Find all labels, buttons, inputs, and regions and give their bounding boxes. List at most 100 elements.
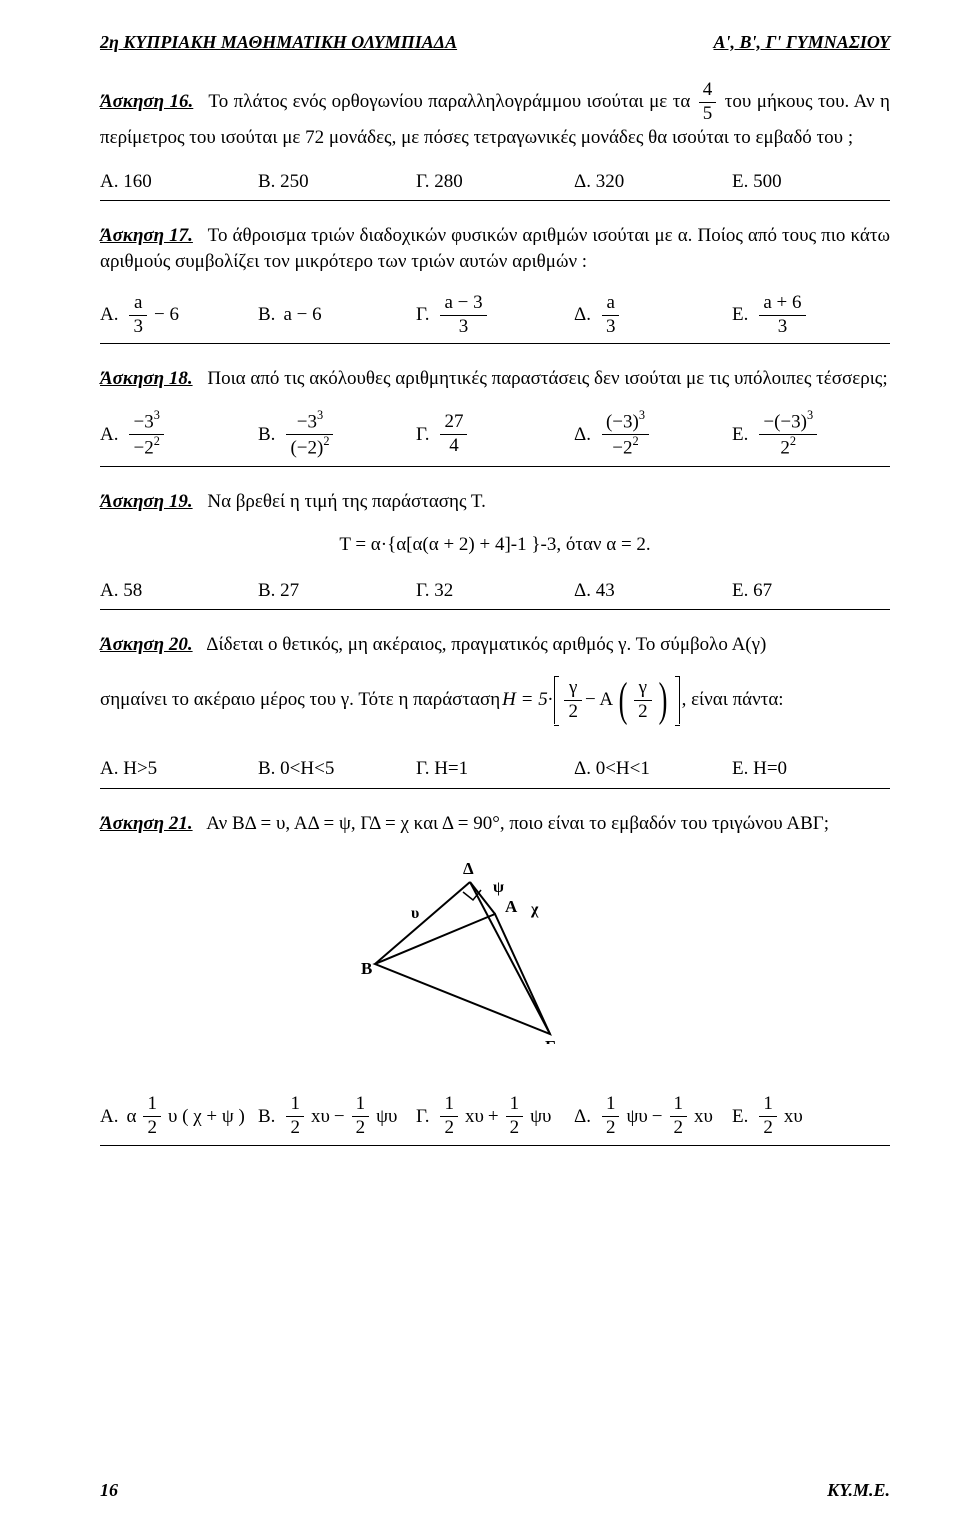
ex20-text-b: σημαίνει το ακέραιο μέρος του γ. Τότε η … <box>100 687 500 713</box>
ex17-opt-c: Γ. a − 3 3 <box>416 293 574 338</box>
svg-text:ψ: ψ <box>493 879 504 896</box>
divider <box>100 788 890 789</box>
ex17-opt-e: Ε. a + 6 3 <box>732 293 890 338</box>
page-number: 16 <box>100 1478 118 1502</box>
ex19-title: Άσκηση 19. <box>100 491 193 512</box>
ex20-opt-b: Β. 0<Η<5 <box>258 756 416 782</box>
ex16-opt-b: Β. 250 <box>258 169 416 195</box>
ex17-opt-b: Β. a − 6 <box>258 302 416 328</box>
frac: 1 2 <box>143 1094 161 1139</box>
big-paren: ( γ 2 ) <box>613 676 672 724</box>
svg-text:Α: Α <box>505 897 518 916</box>
ex16-opt-d: Δ. 320 <box>574 169 732 195</box>
ex18-opt-c: Γ. 27 4 <box>416 412 574 457</box>
ex20-eqline: σημαίνει το ακέραιο μέρος του γ. Τότε η … <box>100 676 784 724</box>
ex18-block: Άσκηση 18. Ποια από τις ακόλουθες αριθμη… <box>100 366 890 392</box>
ex20-block: Άσκηση 20. Δίδεται ο θετικός, μη ακέραιο… <box>100 632 890 658</box>
running-header: 2η ΚΥΠΡΙΑΚΗ ΜΑΘΗΜΑΤΙΚΗ ΟΛΥΜΠΙΑΔΑ Α', Β',… <box>100 30 890 54</box>
ex21-opt-b: Β. 12 xυ − 12 ψυ <box>258 1094 416 1139</box>
ex18-opt-d: Δ. (−3)3 −22 <box>574 410 732 459</box>
H-eq-pre: H = 5· <box>502 689 552 710</box>
sq-brackets: γ 2 − Α ( γ 2 ) <box>554 676 679 724</box>
ex18-opt-b: Β. −33 (−2)2 <box>258 410 416 459</box>
opt-label: Ε. <box>732 302 748 328</box>
ex18-title: Άσκηση 18. <box>100 368 193 389</box>
ex19-opt-c: Γ. 32 <box>416 578 574 604</box>
ex21-opt-e: Ε. 12 xυ <box>732 1094 890 1139</box>
ex20-options: Α. Η>5 Β. 0<Η<5 Γ. Η=1 Δ. 0<Η<1 Ε. Η=0 <box>100 756 890 782</box>
frac: a + 6 3 <box>759 293 805 338</box>
ex16-opt-c: Γ. 280 <box>416 169 574 195</box>
ex20-opt-e: Ε. Η=0 <box>732 756 890 782</box>
divider <box>100 609 890 610</box>
ex16-block: Άσκηση 16. Το πλάτος ενός ορθογωνίου παρ… <box>100 80 890 150</box>
frac: a − 3 3 <box>440 293 486 338</box>
divider <box>100 1145 890 1146</box>
frac-den: 5 <box>699 104 717 125</box>
ex16-text-b: του <box>725 91 752 112</box>
ex21-options: Α. α 1 2 υ ( χ + ψ ) Β. 12 xυ − 12 ψυ Γ.… <box>100 1094 890 1139</box>
frac: a 3 <box>129 293 147 338</box>
divider <box>100 466 890 467</box>
ex17-title: Άσκηση 17. <box>100 225 193 246</box>
ex19-opt-e: Ε. 67 <box>732 578 890 604</box>
opt-label: Α. <box>100 302 118 328</box>
ex20-text-c: , είναι πάντα: <box>682 687 784 713</box>
ex17-options: Α. a 3 − 6 Β. a − 6 Γ. a − 3 3 Δ. a <box>100 293 890 338</box>
ex19-options: Α. 58 Β. 27 Γ. 32 Δ. 43 Ε. 67 <box>100 578 890 604</box>
ex21-block: Άσκηση 21. Αν ΒΔ = υ, ΑΔ = ψ, ΓΔ = χ και… <box>100 811 890 837</box>
ex17-opt-a: Α. a 3 − 6 <box>100 293 258 338</box>
divider <box>100 343 890 344</box>
ex19-text: Να βρεθεί η τιμή της παράστασης Τ. <box>207 491 486 512</box>
frac: (−3)3 −22 <box>602 410 649 459</box>
ex20-opt-d: Δ. 0<Η<1 <box>574 756 732 782</box>
svg-text:Γ: Γ <box>545 1037 556 1044</box>
frac: a 3 <box>602 293 620 338</box>
ex21-opt-d: Δ. 12 ψυ − 12 xυ <box>574 1094 732 1139</box>
opt-label: Β. <box>258 302 275 328</box>
ex16-title: Άσκηση 16. <box>100 91 193 112</box>
frac: −33 (−2)2 <box>286 410 333 459</box>
header-right: Α', Β', Γ' ΓΥΜΝΑΣΙΟΥ <box>714 30 891 54</box>
ex17-text: Το άθροισμα τριών διαδοχικών φυσικών αρι… <box>100 225 890 272</box>
divider <box>100 200 890 201</box>
ex19-block: Άσκηση 19. Να βρεθεί η τιμή της παράστασ… <box>100 489 890 515</box>
ex18-opt-a: Α. −33 −22 <box>100 410 258 459</box>
header-left: 2η ΚΥΠΡΙΑΚΗ ΜΑΘΗΜΑΤΙΚΗ ΟΛΥΜΠΙΑΔΑ <box>100 30 457 54</box>
svg-text:υ: υ <box>411 905 419 922</box>
ex19-opt-b: Β. 27 <box>258 578 416 604</box>
ex21-title: Άσκηση 21. <box>100 813 193 834</box>
ex17-opt-d: Δ. a 3 <box>574 293 732 338</box>
ex18-options: Α. −33 −22 Β. −33 (−2)2 Γ. 27 4 Δ. <box>100 410 890 459</box>
ex16-opt-a: Α. 160 <box>100 169 258 195</box>
ex19-opt-a: Α. 58 <box>100 578 258 604</box>
ex21-opt-c: Γ. 12 xυ + 12 ψυ <box>416 1094 574 1139</box>
svg-text:Β: Β <box>361 959 372 978</box>
frac: −33 −22 <box>129 410 163 459</box>
ex20-opt-c: Γ. Η=1 <box>416 756 574 782</box>
ex17-block: Άσκηση 17. Το άθροισμα τριών διαδοχικών … <box>100 223 890 274</box>
ex16-frac: 4 5 <box>699 80 717 125</box>
footer: 16 ΚΥ.Μ.Ε. <box>100 1478 890 1502</box>
triangle-figure: Β Δ Α Γ υ ψ χ <box>100 854 890 1044</box>
svg-text:χ: χ <box>530 901 539 918</box>
ex16-text-a: Το πλάτος ενός ορθογωνίου παραλληλογράμμ… <box>208 91 690 112</box>
opt-label: Γ. <box>416 302 429 328</box>
ex20-opt-a: Α. Η>5 <box>100 756 258 782</box>
ex19-expression: Τ = α·{α[α(α + 2) + 4]-1 }-3, όταν α = 2… <box>100 532 890 558</box>
ex18-text: Ποια από τις ακόλουθες αριθμητικές παρασ… <box>207 368 887 389</box>
ex16-opt-e: Ε. 500 <box>732 169 890 195</box>
ex16-options: Α. 160 Β. 250 Γ. 280 Δ. 320 Ε. 500 <box>100 169 890 195</box>
footer-right: ΚΥ.Μ.Ε. <box>827 1478 890 1502</box>
page: 2η ΚΥΠΡΙΑΚΗ ΜΑΘΗΜΑΤΙΚΗ ΟΛΥΜΠΙΑΔΑ Α', Β',… <box>0 0 960 1532</box>
frac: γ 2 <box>634 678 652 723</box>
frac-num: 4 <box>699 80 717 101</box>
ex19-opt-d: Δ. 43 <box>574 578 732 604</box>
svg-text:Δ: Δ <box>463 859 474 878</box>
ex18-opt-e: Ε. −(−3)3 22 <box>732 410 890 459</box>
ex21-text: Αν ΒΔ = υ, ΑΔ = ψ, ΓΔ = χ και Δ = 90°, π… <box>206 813 829 834</box>
opt-label: Δ. <box>574 302 591 328</box>
frac: 27 4 <box>440 412 467 457</box>
ex21-opt-a: Α. α 1 2 υ ( χ + ψ ) <box>100 1094 258 1139</box>
ex20-text-a: Δίδεται ο θετικός, μη ακέραιος, πραγματι… <box>206 634 766 655</box>
